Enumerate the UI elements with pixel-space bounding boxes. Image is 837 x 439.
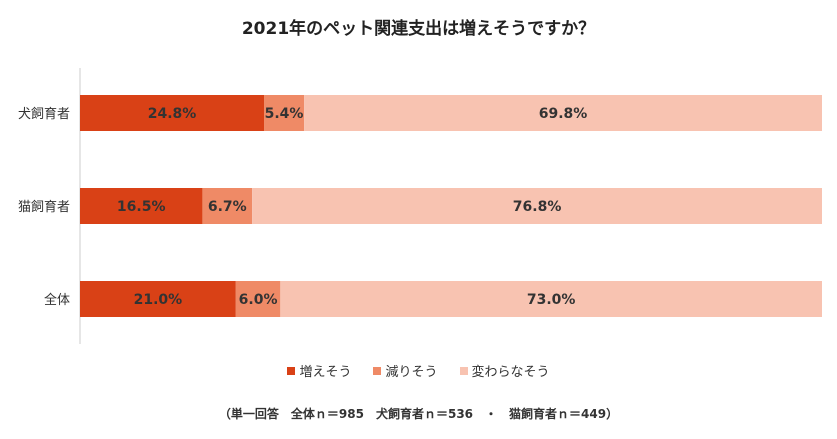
data-label-0-1: 16.5% <box>117 199 166 215</box>
data-label-0-2: 21.0% <box>134 292 183 308</box>
sample-size-note: （単一回答 全体ｎ＝985 犬飼育者ｎ＝536 ・ 猫飼育者ｎ＝449） <box>218 407 619 421</box>
legend-label-unchanged: 変わらなそう <box>471 365 550 380</box>
data-label-0-0: 24.8% <box>148 106 197 122</box>
legend-swatch-decrease <box>373 366 382 375</box>
bar-0-0 <box>80 95 265 131</box>
data-label-2-1: 76.8% <box>513 199 562 215</box>
data-label-2-2: 73.0% <box>527 292 576 308</box>
data-label-1-0: 5.4% <box>265 106 304 122</box>
legend-swatch-unchanged <box>459 366 468 375</box>
bar-1-0 <box>264 95 305 131</box>
data-label-1-1: 6.7% <box>208 199 247 215</box>
chart-title: 2021年のペット関連支出は増えそうですか？ <box>241 19 596 39</box>
legend-item-decrease: 減りそう <box>373 361 438 380</box>
legend-label-increase: 増えそう <box>299 365 352 380</box>
data-label-2-0: 69.8% <box>539 106 588 122</box>
legend: 増えそう 減りそう 変わらなそう <box>0 361 837 380</box>
legend-item-unchanged: 変わらなそう <box>459 361 550 380</box>
legend-swatch-increase <box>287 366 296 375</box>
bar-0-2 <box>80 281 236 317</box>
legend-item-increase: 増えそう <box>287 361 351 380</box>
category-label-2: 全体 <box>44 292 70 308</box>
category-label-0: 犬飼育者 <box>18 106 70 122</box>
legend-label-decrease: 減りそう <box>385 365 438 380</box>
bar-1-2 <box>235 281 281 317</box>
bar-2-2 <box>280 281 823 317</box>
category-label-1: 猫飼育者 <box>18 199 70 215</box>
bar-1-1 <box>202 188 253 224</box>
bar-0-1 <box>80 188 203 224</box>
bar-2-0 <box>304 95 823 131</box>
bar-2-1 <box>252 188 823 224</box>
data-label-1-2: 6.0% <box>239 292 278 308</box>
